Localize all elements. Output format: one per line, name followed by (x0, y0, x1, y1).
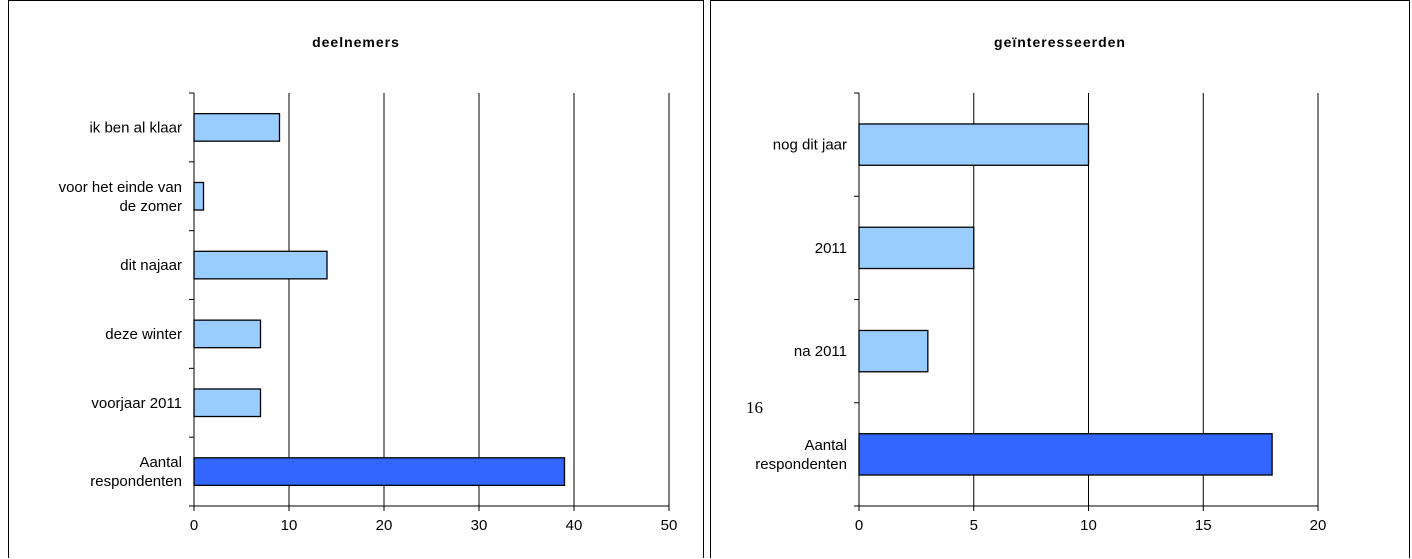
x-tick-label: 10 (281, 517, 298, 534)
x-tick-label: 40 (566, 517, 583, 534)
x-tick-label: 20 (1310, 517, 1327, 534)
category-label: deze winter (105, 326, 182, 343)
x-tick-label: 20 (376, 517, 393, 534)
category-label: Aantal (139, 454, 182, 471)
bar (193, 319, 262, 349)
category-label: respondenten (755, 456, 847, 473)
bar (193, 181, 205, 211)
x-tick-label: 50 (661, 517, 678, 534)
category-label: na 2011 (794, 343, 847, 360)
x-tick-label: 30 (471, 517, 488, 534)
category-label: voor het einde van (59, 179, 182, 196)
category-label: nog dit jaar (773, 137, 847, 154)
x-tick-label: 5 (970, 517, 978, 534)
category-label: ik ben al klaar (89, 119, 182, 136)
category-label: 2011 (815, 240, 847, 257)
chart-title: deelnemers (312, 34, 400, 50)
bar (193, 250, 328, 280)
bar-chart-deelnemers: 0 10 20 30 40 50 ik ben al klaar voor het einde… (59, 92, 678, 534)
chart-panel-geinteresseerden: geïnteresseerden 0 5 10 15 20 nog dit jaar 201… (710, 0, 1410, 558)
bar (858, 226, 975, 270)
bar (193, 457, 566, 487)
category-label: Aantal (804, 437, 847, 454)
bar (858, 123, 1090, 166)
x-tick-label: 0 (855, 517, 863, 534)
x-tick-label: 0 (190, 517, 198, 534)
category-label: de zomer (119, 198, 182, 215)
bar-chart-geinteresseerden: 0 5 10 15 20 nog dit jaar 2011 na 2011 Aantal res… (755, 92, 1327, 534)
chart-annotation: 16 (746, 398, 763, 417)
category-label: dit najaar (120, 257, 182, 274)
chart-title: geïnteresseerden (994, 34, 1126, 50)
category-label: respondenten (90, 473, 182, 490)
category-label: voorjaar 2011 (91, 395, 182, 412)
chart-panel-deelnemers: deelnemers 0 10 20 30 40 50 ik ben al klaar voo… (8, 0, 704, 558)
bar (193, 388, 262, 418)
bar (858, 433, 1273, 476)
bar (193, 113, 281, 142)
x-tick-label: 15 (1195, 517, 1212, 534)
bar (858, 329, 929, 373)
x-tick-label: 10 (1080, 517, 1097, 534)
